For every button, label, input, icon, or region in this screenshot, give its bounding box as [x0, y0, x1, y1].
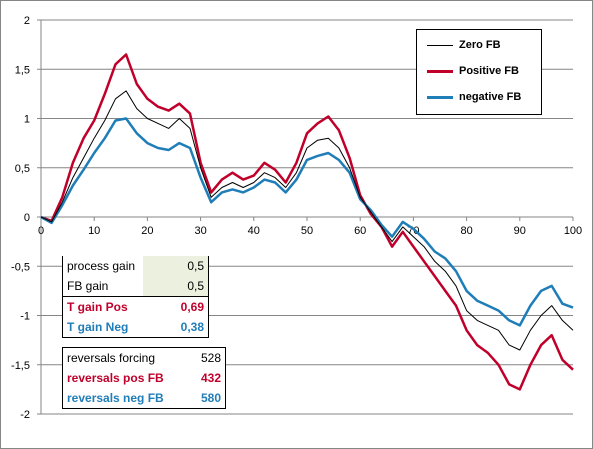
- x-tick-label: 30: [194, 225, 206, 237]
- legend-label-positive-fb: Positive FB: [459, 65, 519, 77]
- legend-label-negative-fb: negative FB: [459, 91, 522, 103]
- param-value: 0,5: [143, 276, 209, 297]
- param-value: 0,69: [143, 296, 209, 317]
- table-row: reversals pos FB 432: [62, 368, 226, 388]
- x-tick-label: 20: [141, 225, 153, 237]
- reversals-label: reversals forcing: [62, 347, 179, 368]
- y-tick-label: -1,5: [11, 360, 30, 372]
- legend-swatch-zero-fb: [427, 45, 453, 46]
- table-row: FB gain 0,5: [62, 276, 209, 297]
- series-line-zero-fb: [40, 90, 574, 351]
- legend-swatch-positive-fb: [427, 70, 453, 73]
- reversals-value: 528: [179, 347, 226, 368]
- table-row: T gain Neg 0,38: [62, 317, 209, 338]
- legend: Zero FB Positive FB negative FB: [416, 29, 542, 115]
- param-label: T gain Pos: [62, 296, 143, 317]
- y-tick-label: 2: [24, 15, 30, 27]
- x-tick-label: 10: [88, 225, 100, 237]
- x-tick-label: 40: [248, 225, 260, 237]
- series-lines: [40, 53, 574, 391]
- table-row: process gain 0,5: [62, 256, 209, 276]
- y-tick-label: 0: [24, 212, 30, 224]
- y-tick-label: 1,5: [15, 64, 30, 76]
- reversals-table: reversals forcing 528 reversals pos FB 4…: [62, 347, 226, 409]
- legend-item-zero-fb: Zero FB: [417, 38, 541, 54]
- param-label: process gain: [62, 256, 143, 276]
- y-tick-label: -2: [20, 409, 30, 421]
- legend-label-zero-fb: Zero FB: [459, 39, 501, 51]
- params-table: process gain 0,5 FB gain 0,5 T gain Pos …: [62, 256, 209, 338]
- series-line-negative-fb: [40, 117, 574, 327]
- y-tick-label: -1: [20, 311, 30, 323]
- param-value: 0,5: [143, 256, 209, 276]
- x-tick-label: 80: [460, 225, 472, 237]
- y-tick-label: 0,5: [15, 163, 30, 175]
- reversals-label: reversals pos FB: [62, 368, 179, 388]
- x-tick-label: 100: [564, 225, 582, 237]
- x-tick-label: 0: [38, 225, 44, 237]
- table-row: reversals neg FB 580: [62, 388, 226, 409]
- series-line-positive-fb: [40, 53, 574, 391]
- y-tick-label: -0,5: [11, 261, 30, 273]
- table-row: T gain Pos 0,69: [62, 296, 209, 317]
- legend-swatch-negative-fb: [427, 96, 453, 99]
- axes: -2-1,5-1-0,500,511,520 10 20 30 40 50 60 70 80 90…: [11, 15, 582, 421]
- x-tick-label: 60: [354, 225, 366, 237]
- table-row: reversals forcing 528: [62, 347, 226, 368]
- reversals-value: 580: [179, 388, 226, 409]
- reversals-value: 432: [179, 368, 226, 388]
- y-tick-label: 1: [24, 114, 30, 126]
- param-value: 0,38: [143, 317, 209, 338]
- x-tick-label: 90: [514, 225, 526, 237]
- reversals-label: reversals neg FB: [62, 388, 179, 409]
- param-label: FB gain: [62, 276, 143, 297]
- param-label: T gain Neg: [62, 317, 143, 338]
- x-tick-label: 50: [301, 225, 313, 237]
- legend-item-negative-fb: negative FB: [417, 90, 541, 106]
- legend-item-positive-fb: Positive FB: [417, 64, 541, 80]
